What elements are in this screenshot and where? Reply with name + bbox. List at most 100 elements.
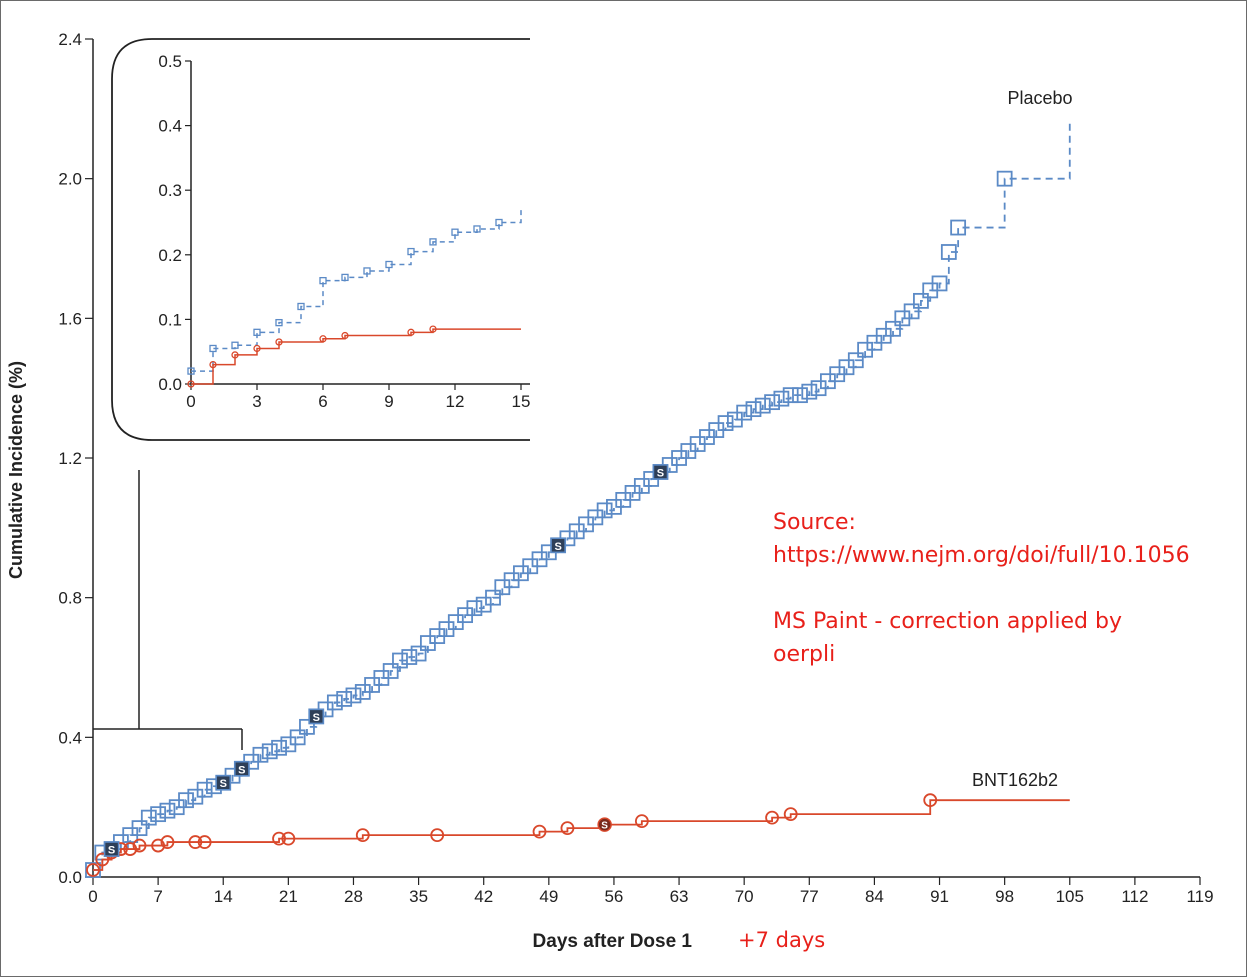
y-tick-label: 1.6 [58,309,82,328]
placebo-point [299,718,315,735]
inset-x-tick-label: 6 [318,392,327,411]
bnt162b2-point [151,838,166,853]
main-axes: 0 7 14 21 28 35 42 49 56 63 70 77 84 91 98 105 112 1190.0… [58,30,1213,906]
placebo-point [903,303,920,320]
x-tick-label: 119 [1186,887,1213,906]
inset-bnt162b2-point [231,351,239,359]
source-label: Source: [773,510,856,535]
bnt162b2-point [197,835,212,849]
inset-placebo-point [209,344,217,353]
inset-placebo-point [319,276,327,285]
placebo-point [596,502,613,519]
y-tick-label: 2.4 [58,30,82,49]
bnt162b2-point [95,852,110,867]
x-tick-label: 7 [153,887,162,906]
placebo-point [150,806,167,823]
correction-author: oerpli [773,642,836,667]
bnt162b2-point [132,838,147,853]
inset-placebo-point [363,267,371,275]
placebo-censor-label: S [220,778,227,790]
x-axis-correction: +7 days [738,928,825,952]
y-axis-title: Cumulative Incidence (%) [6,361,26,579]
placebo-point [131,820,148,837]
placebo-point [950,219,967,236]
bnt162b2-censor-label: S [601,821,608,832]
source-url: https://www.nejm.org/doi/full/10.1056 [773,543,1190,568]
placebo-point [178,792,194,809]
bnt162b2-series-label: BNT162b2 [972,770,1058,790]
placebo-point [736,404,753,421]
inset-y-tick-label: 0.0 [158,375,182,394]
x-tick-label: 0 [88,887,97,906]
placebo-censor-marker [234,761,250,777]
bnt162b2-censor-marker [597,817,612,832]
bnt162b2-point [532,824,547,839]
placebo-point [345,687,362,704]
placebo-censor-marker [215,774,231,791]
y-tick-label: 2.0 [58,170,82,189]
y-tick-label: 0.0 [58,868,82,887]
placebo-censor-marker [550,537,566,554]
inset-bnt162b2-point [407,328,415,336]
bnt162b2-point [430,828,445,842]
placebo-point [261,743,278,760]
inset-placebo-point [253,328,261,336]
y-tick-label: 0.4 [58,728,82,747]
bnt162b2-point [281,831,296,846]
bnt162b2-point [86,863,100,877]
placebo-point [485,589,501,606]
x-tick-label: 14 [214,887,233,906]
inset-placebo-point [341,273,349,282]
inset-panel: 0 3 6 9 12 15 0.0 0.1 0.2 0.3 0.4 0.5 [111,38,531,441]
inset-border [111,38,530,441]
placebo-point [196,781,213,798]
placebo-censor-label: S [657,467,664,479]
placebo-point [745,401,762,418]
inset-series [187,206,522,388]
inset-bnt162b2-point [187,380,195,388]
bnt162b2-point [160,835,175,849]
x-tick-label: 35 [409,887,428,906]
bnt162b2-point [272,831,286,846]
placebo-point [782,387,799,404]
placebo-point [792,387,808,404]
x-tick-label: 49 [539,887,558,906]
inset-bnt162b2-point [253,344,261,353]
bnt162b2-point [765,810,779,825]
placebo-point [764,394,780,411]
bnt162b2-point [634,814,649,829]
inset-placebo-point [297,302,305,311]
x-tick-label: 98 [995,887,1014,906]
inset-placebo-point [451,228,459,236]
y-tick-label: 1.2 [58,449,82,468]
placebo-point [140,809,157,826]
placebo-point [754,397,771,414]
placebo-point [466,600,483,617]
inset-x-tick-label: 15 [512,392,531,411]
placebo-point [410,645,427,662]
placebo-point [847,352,864,369]
inset-bnt162b2-curve [191,328,521,385]
placebo-censor-label: S [238,764,245,776]
inset-placebo-point [231,341,239,349]
inset-bnt162b2-point [209,360,217,369]
bnt162b2-point [783,807,798,822]
inset-x-tick-label: 3 [252,392,261,411]
x-tick-label: 56 [604,887,623,906]
placebo-censor-marker [308,708,325,725]
inset-bnt162b2-point [319,335,327,343]
inset-y-tick-label: 0.4 [158,117,182,136]
placebo-censor-label: S [554,541,561,553]
bnt162b2-point [123,842,138,856]
placebo-point [940,244,957,260]
placebo-censor-label: S [108,845,115,857]
bnt162b2-point [560,821,575,836]
bnt162b2-point [923,793,938,808]
placebo-point [271,739,287,756]
inset-y-tick-label: 0.2 [158,246,182,265]
x-tick-label: 105 [1056,887,1084,906]
placebo-point [289,729,306,746]
placebo-point [382,663,399,679]
placebo-point [401,649,418,665]
